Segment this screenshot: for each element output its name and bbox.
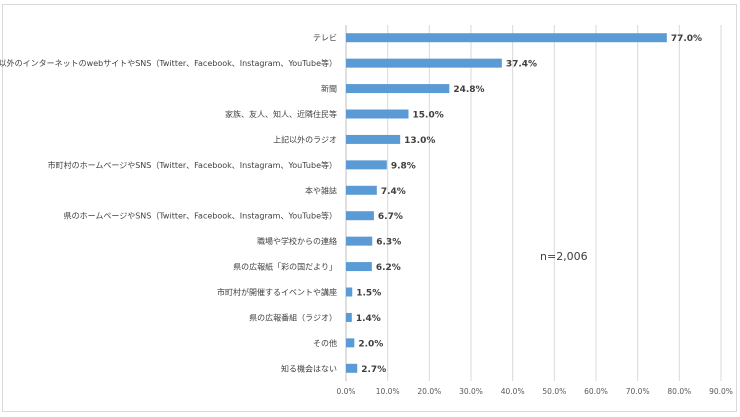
value-labels: 77.0% 37.4% 24.8% 15.0% 13.0% 9.8% 7.4% 6.7% 6.3… — [356, 34, 702, 375]
bar — [346, 185, 377, 195]
x-tick-label: 20.0% — [417, 387, 441, 396]
bars — [346, 33, 667, 373]
bar — [346, 84, 450, 94]
bar — [346, 338, 355, 348]
value-label: 2.7% — [361, 365, 386, 375]
value-label: 6.3% — [376, 238, 401, 248]
value-label: 1.5% — [356, 289, 381, 299]
x-tick-label: 70.0% — [626, 387, 650, 396]
x-tick-label: 50.0% — [542, 387, 566, 396]
category-label: テレビ — [313, 34, 337, 43]
value-label: 77.0% — [671, 34, 702, 44]
category-label: 職場や学校からの連絡 — [257, 236, 337, 246]
bar — [346, 312, 352, 322]
value-label: 6.2% — [376, 263, 401, 273]
bar — [346, 134, 401, 144]
bar — [346, 363, 358, 373]
value-label: 9.8% — [391, 161, 416, 171]
chart-frame — [2, 4, 737, 412]
category-label: 県の広報番組（ラジオ） — [249, 312, 337, 322]
x-tick-label: 80.0% — [667, 387, 691, 396]
category-label: 市町村のホームページやSNS（Twitter、Facebook、Instagra… — [48, 160, 337, 170]
category-label: 県の広報紙「彩の国だより」 — [233, 262, 337, 272]
bar — [346, 262, 372, 272]
category-label: 市町村が開催するイベントや講座 — [217, 287, 337, 297]
category-label: 本や雑誌 — [305, 185, 337, 195]
bar — [346, 58, 502, 68]
value-label: 6.7% — [378, 212, 403, 222]
gridlines — [345, 25, 722, 381]
x-tick-label: 0.0% — [336, 387, 355, 396]
bar — [346, 236, 373, 246]
category-label: 上記以外のラジオ — [273, 134, 337, 144]
x-tick-label: 90.0% — [709, 387, 733, 396]
x-tick-label: 40.0% — [501, 387, 525, 396]
category-label: 知る機会はない — [281, 363, 337, 373]
category-label: その他 — [313, 338, 337, 348]
category-label: 県のホームページやSNS（Twitter、Facebook、Instagram、… — [64, 211, 337, 221]
category-labels: テレビ上記以外のインターネットのwebサイトやSNS（Twitter、Faceb… — [0, 34, 337, 374]
x-tick-label: 30.0% — [459, 387, 483, 396]
value-label: 1.4% — [356, 314, 381, 324]
bar — [346, 109, 409, 119]
category-label: 上記以外のインターネットのwebサイトやSNS（Twitter、Facebook… — [0, 58, 337, 68]
x-tick-label: 60.0% — [584, 387, 608, 396]
value-label: 2.0% — [358, 339, 383, 349]
x-tick-labels: 0.0% 10.0% 20.0% 30.0% 40.0% 50.0% 60.0% 70.0% 8… — [336, 387, 732, 396]
sample-size-annotation: n=2,006 — [540, 250, 588, 263]
bar — [346, 33, 667, 43]
bar — [346, 160, 387, 170]
value-label: 15.0% — [413, 111, 444, 121]
value-label: 24.8% — [453, 85, 484, 95]
bar — [346, 287, 353, 297]
category-label: 家族、友人、知人、近隣住民等 — [225, 109, 337, 119]
bar — [346, 211, 374, 221]
value-label: 37.4% — [506, 60, 537, 70]
category-label: 新聞 — [321, 84, 337, 94]
value-label: 13.0% — [404, 136, 435, 146]
value-label: 7.4% — [381, 187, 406, 197]
x-tick-label: 10.0% — [376, 387, 400, 396]
